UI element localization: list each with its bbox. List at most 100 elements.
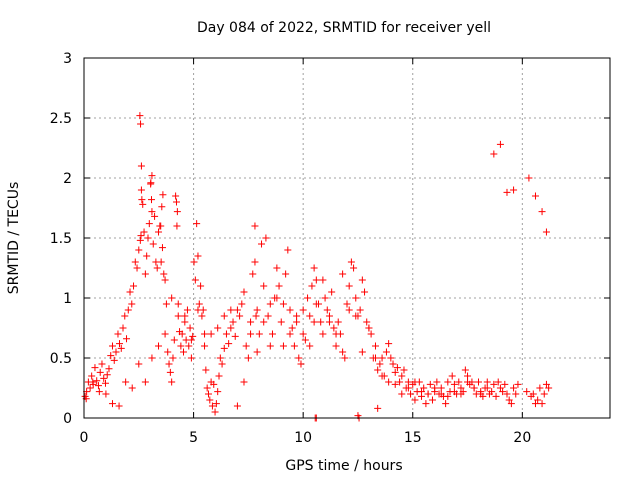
data-point [470, 384, 478, 392]
data-point [350, 264, 358, 272]
data-point [396, 378, 404, 386]
data-point [483, 384, 491, 392]
data-point [195, 300, 203, 308]
data-point [206, 396, 214, 404]
data-point [496, 384, 504, 392]
y-tick-label: 1.5 [50, 231, 72, 247]
data-point [159, 191, 167, 199]
data-point [273, 264, 281, 272]
data-point [153, 264, 161, 272]
data-point [139, 200, 147, 208]
y-tick-label: 0.5 [50, 351, 72, 367]
data-point [116, 340, 124, 348]
data-point [119, 324, 127, 332]
data-point [339, 270, 347, 278]
data-point [501, 380, 509, 388]
y-tick-label: 2 [63, 171, 72, 187]
data-point [433, 378, 441, 386]
data-point [450, 380, 458, 388]
data-point [529, 390, 537, 398]
data-point [252, 312, 260, 320]
data-point [233, 402, 241, 410]
y-axis-label: SRMTID / TECUs [6, 182, 22, 295]
data-point [538, 400, 546, 408]
data-point [490, 380, 498, 388]
data-point [220, 344, 228, 352]
data-point [229, 318, 237, 326]
data-point [332, 342, 340, 350]
data-point [319, 330, 327, 338]
data-point [483, 378, 491, 386]
data-point [215, 372, 223, 380]
data-point [538, 208, 546, 216]
data-point [141, 270, 149, 278]
data-point [236, 312, 244, 320]
data-point [387, 354, 395, 362]
data-point [545, 384, 553, 392]
data-point [286, 306, 294, 314]
data-point [464, 378, 472, 386]
data-point [149, 240, 157, 248]
data-point [343, 300, 351, 308]
data-point [160, 270, 168, 278]
data-point [323, 306, 331, 314]
data-point [273, 294, 281, 302]
data-point [301, 336, 309, 344]
data-point [140, 228, 148, 236]
data-point [218, 360, 226, 368]
data-point [123, 335, 131, 343]
data-point [426, 380, 434, 388]
data-point [102, 390, 110, 398]
x-axis-label: GPS time / hours [285, 458, 402, 474]
data-point [444, 392, 452, 400]
data-point [222, 330, 230, 338]
data-point [212, 400, 220, 408]
data-point [325, 318, 333, 326]
data-point [442, 400, 450, 408]
data-point [334, 318, 342, 326]
data-point [251, 222, 259, 230]
data-point [101, 379, 109, 387]
data-point [91, 364, 99, 372]
data-point [189, 332, 197, 340]
data-point [148, 208, 156, 216]
data-point [321, 294, 329, 302]
data-point [514, 380, 522, 388]
data-point [180, 348, 188, 356]
data-point [523, 388, 531, 396]
data-point [352, 294, 360, 302]
data-point [173, 208, 181, 216]
data-point [260, 318, 268, 326]
data-point [411, 378, 419, 386]
data-point [191, 276, 199, 284]
data-point [428, 396, 436, 404]
data-points [81, 112, 553, 422]
data-point [531, 400, 539, 408]
data-point [262, 234, 270, 242]
data-point [418, 388, 426, 396]
data-point [312, 276, 320, 284]
data-point [214, 324, 222, 332]
data-point [319, 276, 327, 284]
data-point [325, 312, 333, 320]
data-point [420, 384, 428, 392]
data-point [341, 354, 349, 362]
data-point [389, 360, 397, 368]
data-point [88, 372, 96, 380]
data-point [260, 282, 268, 290]
data-point [155, 342, 163, 350]
data-point [310, 264, 318, 272]
data-point [130, 282, 138, 290]
data-point [330, 324, 338, 332]
data-point [367, 330, 375, 338]
data-point [240, 288, 248, 296]
data-point [158, 203, 166, 211]
data-point [299, 330, 307, 338]
data-point [133, 264, 141, 272]
data-point [374, 366, 382, 374]
data-point [361, 288, 369, 296]
data-point [293, 318, 301, 326]
data-point [172, 198, 180, 206]
data-point [138, 196, 146, 204]
data-point [455, 378, 463, 386]
